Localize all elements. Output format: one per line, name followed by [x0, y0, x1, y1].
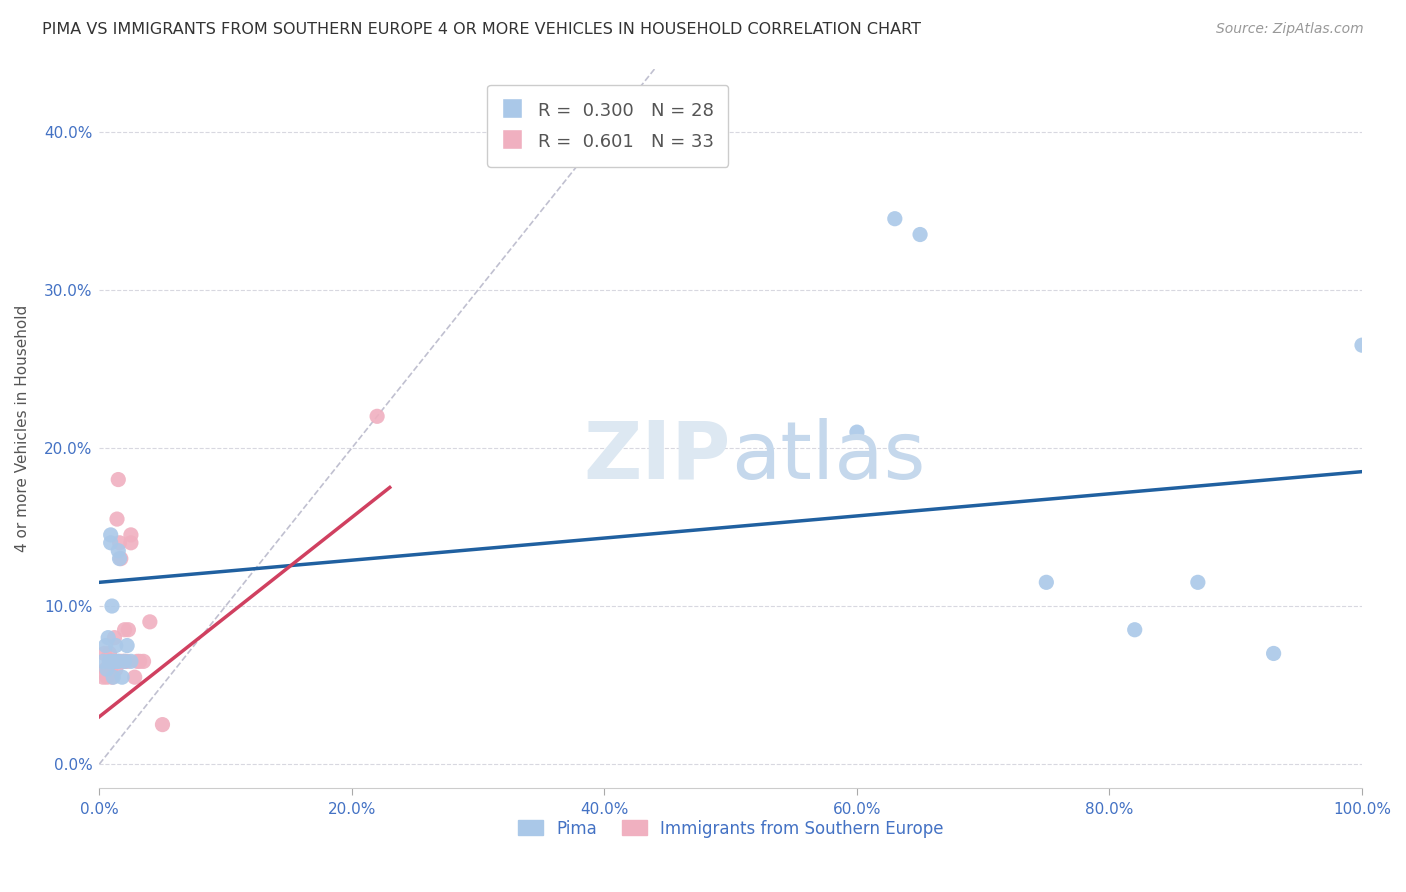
Point [94, 639, 117, 653]
Point [107, 473, 129, 487]
Point [100, 528, 122, 542]
Point [1035, 575, 1057, 590]
Point [117, 623, 139, 637]
Point [105, 512, 128, 526]
Point [104, 662, 127, 676]
Point [103, 631, 125, 645]
Point [110, 551, 132, 566]
Y-axis label: 4 or more Vehicles in Household: 4 or more Vehicles in Household [15, 304, 30, 552]
Point [97, 631, 120, 645]
Point [845, 425, 868, 439]
Point [111, 654, 134, 668]
Point [139, 615, 162, 629]
Point [98, 647, 121, 661]
Text: PIMA VS IMMIGRANTS FROM SOUTHERN EUROPE 4 OR MORE VEHICLES IN HOUSEHOLD CORRELAT: PIMA VS IMMIGRANTS FROM SOUTHERN EUROPE … [42, 22, 921, 37]
Point [108, 536, 131, 550]
Legend: Pima, Immigrants from Southern Europe: Pima, Immigrants from Southern Europe [510, 813, 950, 844]
Point [114, 654, 136, 668]
Point [103, 670, 125, 684]
Point [127, 654, 149, 668]
Point [101, 670, 124, 684]
Point [107, 543, 129, 558]
Point [120, 536, 142, 550]
Point [103, 654, 125, 668]
Point [132, 654, 155, 668]
Point [98, 654, 121, 668]
Point [104, 639, 127, 653]
Point [101, 654, 124, 668]
Point [152, 717, 174, 731]
Point [114, 654, 136, 668]
Point [91, 670, 114, 684]
Point [108, 654, 131, 668]
Point [101, 599, 124, 613]
Point [120, 654, 142, 668]
Point [1351, 338, 1374, 352]
Point [96, 670, 118, 684]
Point [107, 654, 129, 668]
Point [94, 662, 117, 676]
Point [115, 654, 138, 668]
Point [105, 654, 128, 668]
Point [1263, 647, 1285, 661]
Point [124, 670, 146, 684]
Point [1123, 623, 1146, 637]
Point [91, 654, 114, 668]
Point [100, 536, 122, 550]
Point [1187, 575, 1209, 590]
Point [120, 528, 142, 542]
Text: Source: ZipAtlas.com: Source: ZipAtlas.com [1216, 22, 1364, 37]
Point [883, 211, 905, 226]
Point [108, 551, 131, 566]
Point [97, 662, 120, 676]
Point [98, 654, 121, 668]
Point [93, 647, 115, 661]
Text: ZIP: ZIP [583, 418, 731, 496]
Point [104, 654, 127, 668]
Point [111, 670, 134, 684]
Point [103, 654, 125, 668]
Point [128, 654, 150, 668]
Point [366, 409, 388, 424]
Text: atlas: atlas [731, 418, 925, 496]
Point [115, 639, 138, 653]
Point [114, 623, 136, 637]
Point [96, 662, 118, 676]
Point [100, 662, 122, 676]
Point [908, 227, 931, 242]
Point [101, 654, 124, 668]
